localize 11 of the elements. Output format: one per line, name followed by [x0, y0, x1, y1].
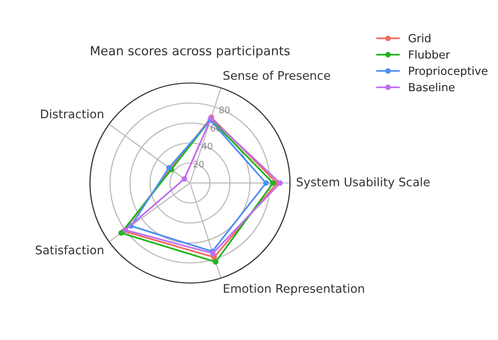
y-tick-label: 60 — [210, 124, 221, 132]
spoke-label: Satisfaction — [36, 245, 104, 254]
legend-label: Grid — [408, 34, 430, 42]
spoke-label: Sense of Presence — [224, 70, 330, 80]
legend-label: Proprioceptive — [409, 66, 488, 78]
legend-label: Flubber — [409, 50, 450, 59]
spoke-label: Emotion Representation — [224, 284, 364, 296]
spoke-label: System Usability Scale — [296, 177, 430, 189]
legend-label: Baseline — [409, 82, 455, 92]
spoke-label: Distraction — [41, 109, 104, 118]
text: Mean scores across participants — [90, 46, 290, 58]
